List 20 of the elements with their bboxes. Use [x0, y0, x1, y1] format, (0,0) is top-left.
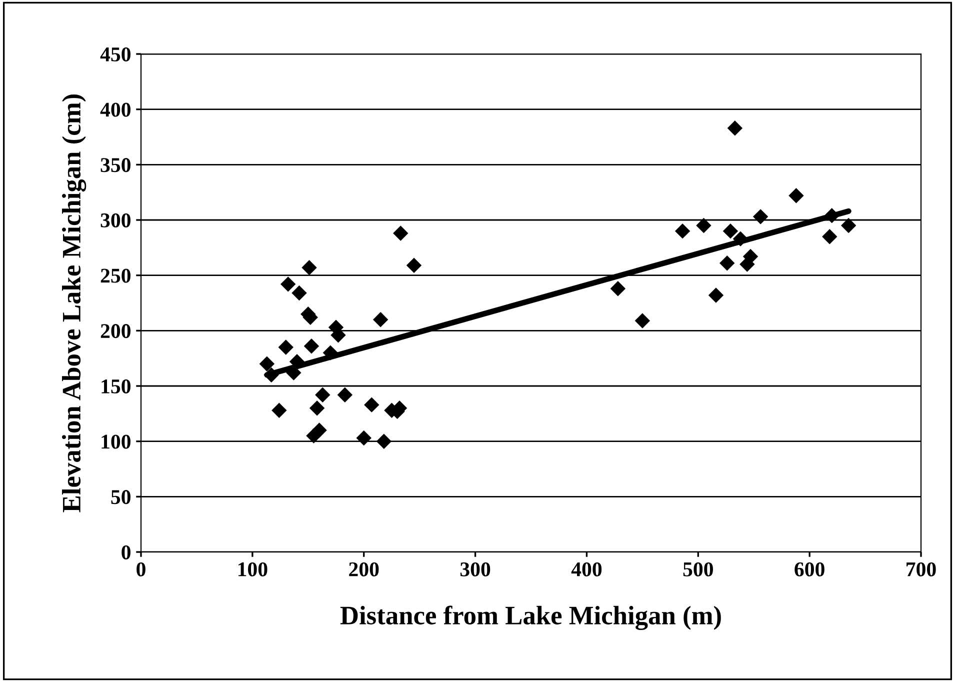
y-tick-label: 200	[100, 324, 130, 338]
y-tick-label: 300	[100, 213, 130, 228]
x-tick-label: 0	[136, 562, 146, 576]
x-tick-label: 200	[349, 562, 379, 576]
y-tick-label: 100	[102, 434, 130, 449]
x-axis-title: Distance from Lake Michigan (m)	[340, 606, 721, 630]
x-tick-label: 500	[683, 562, 713, 576]
x-tick-label: 700	[906, 562, 936, 576]
x-tick-label: 300	[460, 562, 490, 576]
x-tick-label: 600	[794, 562, 824, 576]
y-tick-label: 450	[100, 47, 130, 62]
y-tick-label: 350	[100, 158, 130, 172]
y-tick-label: 50	[111, 490, 130, 504]
y-tick-label: 400	[100, 102, 130, 117]
x-tick-label: 400	[571, 562, 602, 576]
x-tick-label: 100	[238, 562, 268, 576]
y-tick-label: 150	[102, 379, 130, 394]
y-tick-label: 0	[122, 545, 130, 560]
y-axis-title: Elevation Above Lake Michigan (cm)	[62, 94, 86, 512]
y-tick-label: 250	[100, 268, 130, 283]
